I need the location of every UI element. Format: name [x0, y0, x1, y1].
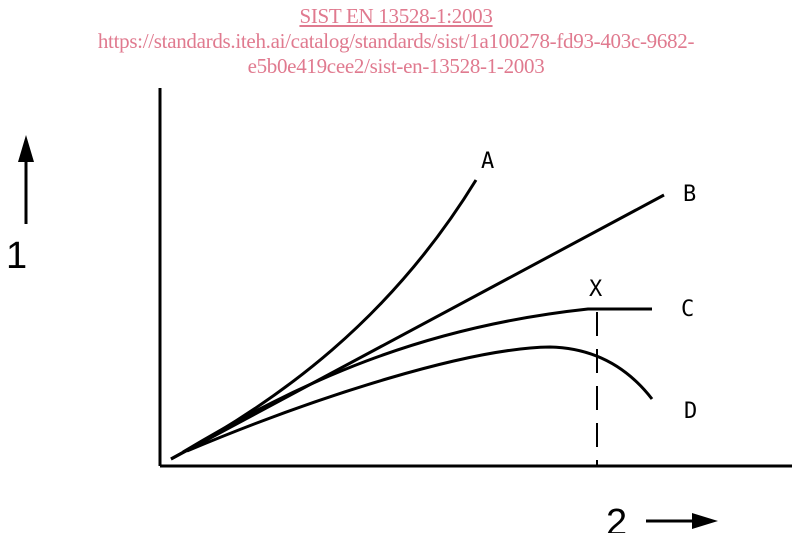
curve-label-b: B — [683, 182, 696, 207]
watermark-title[interactable]: SIST EN 13528-1:2003 — [299, 4, 493, 28]
curve-b — [170, 193, 665, 461]
x-axis-arrow-icon — [646, 513, 718, 529]
curve-d — [186, 345, 654, 453]
curve-label-a: A — [481, 149, 494, 174]
curve-label-d: D — [684, 399, 697, 424]
watermark-url-line1: https://standards.iteh.ai/catalog/standa… — [97, 29, 695, 53]
x-axis-label: 2 — [606, 502, 627, 533]
watermark-url-line2: e5b0e419cee2/sist-en-13528-1-2003 — [247, 54, 545, 78]
watermark: SIST EN 13528-1:2003 https://standards.i… — [0, 4, 792, 79]
curve-label-c: C — [681, 297, 694, 322]
marker-label-x: X — [589, 277, 603, 302]
curve-c — [182, 307, 652, 454]
y-axis-arrow-icon — [18, 135, 34, 224]
y-axis-label: 1 — [6, 235, 27, 277]
